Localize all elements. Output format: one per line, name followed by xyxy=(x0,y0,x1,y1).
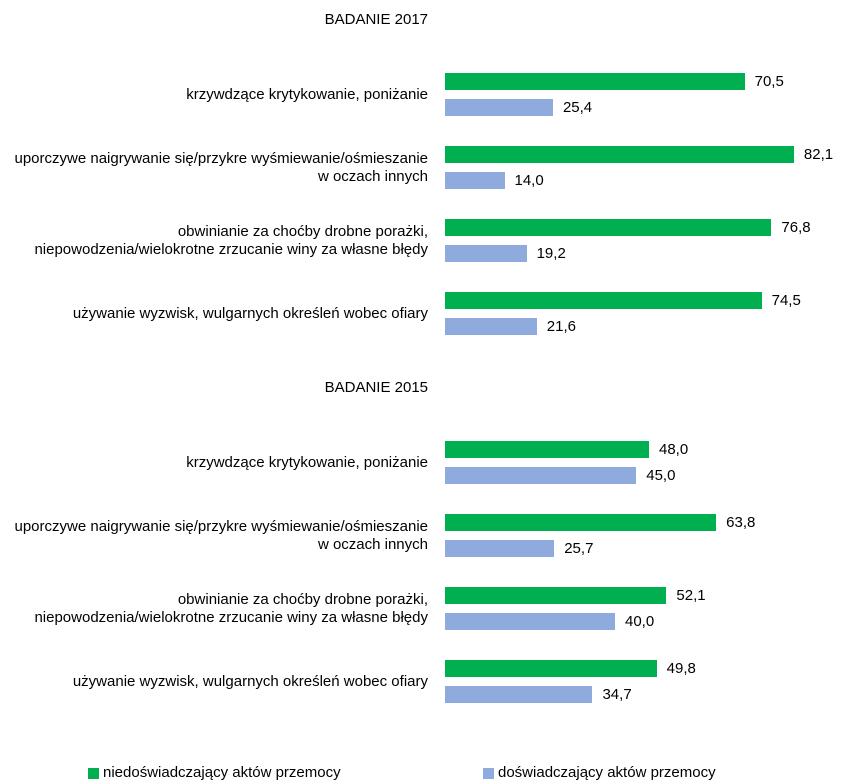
value-label: 82,1 xyxy=(803,146,834,163)
legend-label: niedoświadczający aktów przemocy xyxy=(103,764,341,781)
bar xyxy=(445,219,772,236)
bar xyxy=(445,467,637,484)
bar xyxy=(445,99,553,116)
value-label: 14,0 xyxy=(514,172,544,189)
value-label: 21,6 xyxy=(546,318,576,335)
category-label: używanie wyzwisk, wulgarnych określeń wo… xyxy=(72,305,428,322)
value-label: 63,8 xyxy=(726,514,756,531)
category-label: uporczywe naigrywanie się/przykre wyśmie… xyxy=(14,518,429,553)
bar xyxy=(445,441,649,458)
category-label: używanie wyzwisk, wulgarnych określeń wo… xyxy=(72,673,428,690)
value-label: 70,5 xyxy=(754,73,784,90)
bar xyxy=(445,146,794,163)
bar xyxy=(445,73,745,90)
value-label: 34,7 xyxy=(602,686,632,703)
value-label: 74,5 xyxy=(771,292,801,309)
bar xyxy=(445,660,657,677)
bar xyxy=(445,514,717,531)
category-label: uporczywe naigrywanie się/przykre wyśmie… xyxy=(14,150,429,185)
value-label: 40,0 xyxy=(625,613,655,630)
bar xyxy=(445,318,537,335)
legend-swatch xyxy=(88,768,99,779)
bar xyxy=(445,245,527,262)
bar xyxy=(445,613,615,630)
value-label: 76,8 xyxy=(781,219,811,236)
value-label: 52,1 xyxy=(676,587,706,604)
value-label: 19,2 xyxy=(536,245,566,262)
legend-label: doświadczający aktów przemocy xyxy=(498,764,716,781)
bar xyxy=(445,540,555,557)
value-label: 49,8 xyxy=(666,660,696,677)
category-label: krzywdzące krytykowanie, poniżanie xyxy=(186,86,428,103)
value-label: 48,0 xyxy=(659,441,689,458)
value-label: 45,0 xyxy=(646,467,676,484)
value-label: 25,7 xyxy=(564,540,594,557)
value-label: 25,4 xyxy=(562,99,593,116)
bar xyxy=(445,686,593,703)
bar xyxy=(445,587,667,604)
legend-swatch xyxy=(483,768,494,779)
group-title: BADANIE 2015 xyxy=(324,379,428,396)
bar xyxy=(445,172,505,189)
group-title: BADANIE 2017 xyxy=(324,11,428,28)
bar xyxy=(445,292,762,309)
category-label: obwinianie za choćby drobne porażki, nie… xyxy=(34,591,428,626)
category-label: obwinianie za choćby drobne porażki, nie… xyxy=(34,223,428,258)
category-label: krzywdzące krytykowanie, poniżanie xyxy=(186,454,428,471)
